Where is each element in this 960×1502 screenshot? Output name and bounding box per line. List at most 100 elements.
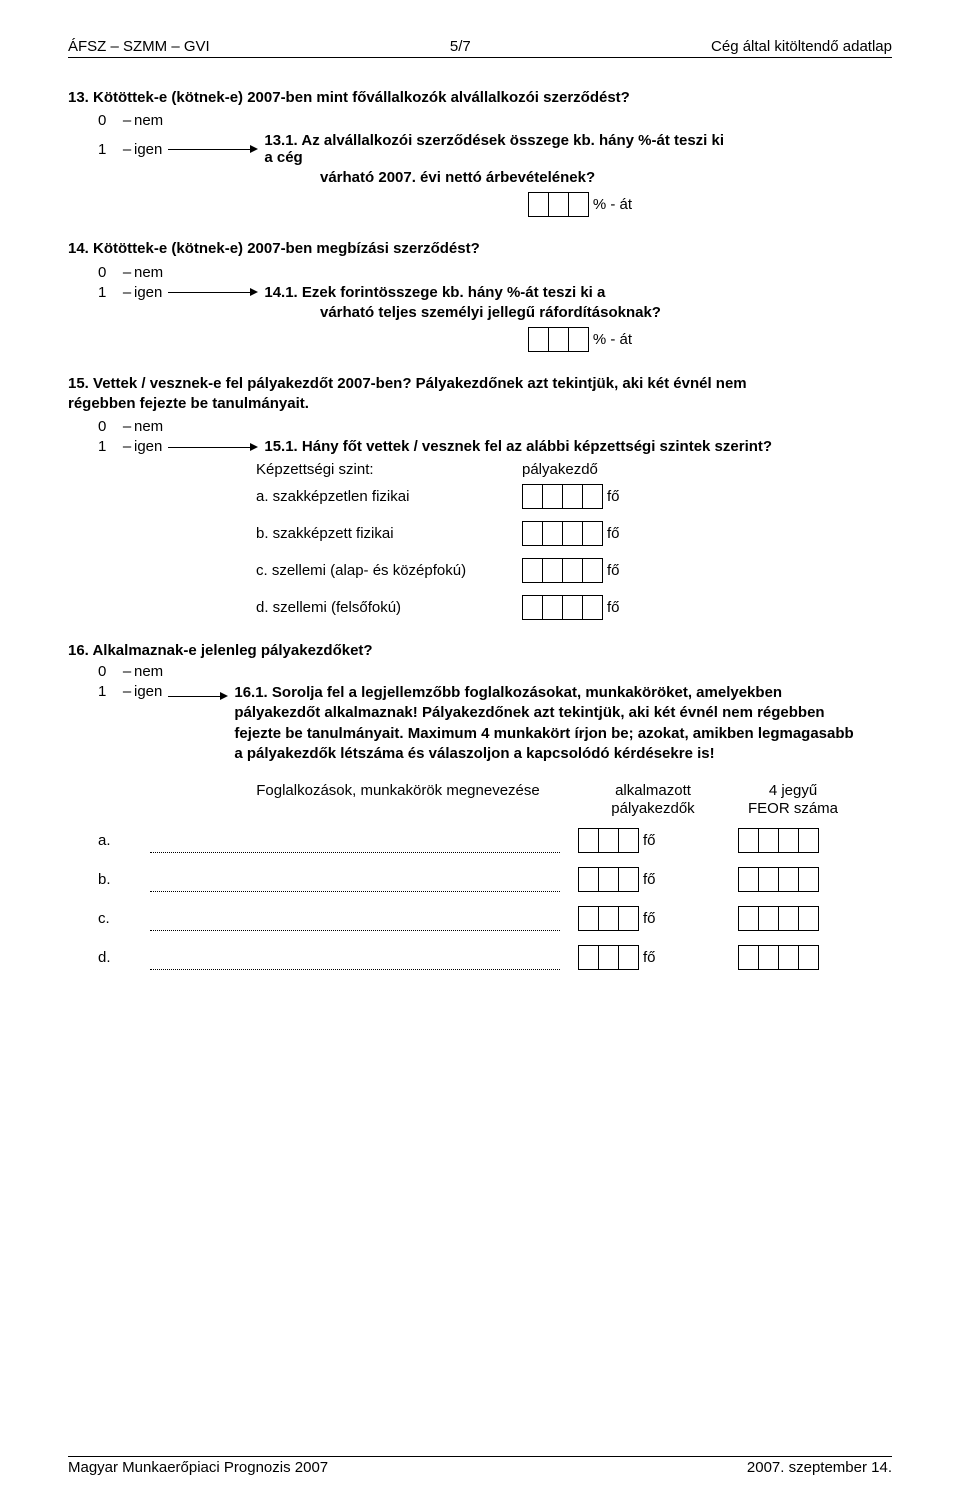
unit: fő — [607, 525, 620, 542]
q15-row-a: a. szakképzetlen fizikai fő — [256, 484, 892, 509]
unit: fő — [643, 910, 656, 927]
q16-d-feor-input[interactable] — [738, 945, 819, 970]
opt-label: nem — [134, 663, 163, 680]
question-15: 15. Vettek / vesznek-e fel pályakezdőt 2… — [68, 374, 892, 621]
q16-row-b: b. fő — [98, 867, 892, 892]
arrow-right-icon — [168, 691, 228, 701]
col-emp-l2: pályakezdők — [611, 800, 694, 817]
q15-col-skill: Képzettségi szint: — [256, 461, 522, 478]
header-center: 5/7 — [450, 38, 471, 55]
header-rule — [68, 57, 892, 58]
opt-label: igen — [134, 141, 162, 158]
unit: fő — [607, 599, 620, 616]
q16-c-count-input[interactable] — [578, 906, 639, 931]
q16-b-count-input[interactable] — [578, 867, 639, 892]
q15-title: 15. Vettek / vesznek-e fel pályakezdőt 2… — [68, 374, 788, 415]
q16-a-feor-input[interactable] — [738, 828, 819, 853]
q16-a-name-input[interactable] — [150, 830, 560, 853]
question-14: 14. Kötöttek-e (kötnek-e) 2007-ben megbí… — [68, 239, 892, 351]
page: ÁFSZ – SZMM – GVI 5/7 Cég által kitölten… — [0, 0, 960, 1502]
q15-skill-table: Képzettségi szint: pályakezdő a. szakkép… — [256, 461, 892, 620]
opt-code: 0 — [98, 663, 120, 680]
subq-text: Ezek forintösszege kb. hány %-át teszi k… — [302, 284, 605, 301]
subq-num: 13.1. — [264, 132, 297, 149]
unit: fő — [607, 488, 620, 505]
q14-sub-line2: várható teljes személyi jellegű ráfordít… — [320, 304, 780, 321]
q16-d-count-input[interactable] — [578, 945, 639, 970]
page-header: ÁFSZ – SZMM – GVI 5/7 Cég által kitölten… — [68, 38, 892, 57]
q15-d-input[interactable] — [522, 595, 603, 620]
q16-row-d: d. fő — [98, 945, 892, 970]
q13-percent-input[interactable] — [528, 192, 589, 217]
q16-row-c: c. fő — [98, 906, 892, 931]
dash: – — [120, 112, 134, 129]
q15-option-1[interactable]: 1 – igen 15.1. Hány főt vettek / vesznek… — [98, 438, 892, 455]
opt-label: igen — [134, 284, 162, 301]
q15-c-input[interactable] — [522, 558, 603, 583]
skill-label: d. szellemi (felsőfokú) — [256, 599, 522, 616]
opt-label: nem — [134, 418, 163, 435]
q14-option-1[interactable]: 1 – igen 14.1. Ezek forintösszege kb. há… — [98, 284, 892, 301]
q14-title: 14. Kötöttek-e (kötnek-e) 2007-ben megbí… — [68, 239, 892, 259]
q15-option-0[interactable]: 0 – nem — [98, 418, 892, 435]
arrow-right-icon — [168, 287, 258, 297]
opt-code: 0 — [98, 418, 120, 435]
q15-row-c: c. szellemi (alap- és középfokú) fő — [256, 558, 892, 583]
q16-c-name-input[interactable] — [150, 908, 560, 931]
opt-label: nem — [134, 264, 163, 281]
subq-text: Sorolja fel a legjellemzőbb foglalkozáso… — [234, 684, 853, 762]
q16-title: 16. Alkalmaznak-e jelenleg pályakezdőket… — [68, 642, 892, 659]
q13-sub-line2: várható 2007. évi nettó árbevételének? — [320, 169, 780, 186]
opt-code: 0 — [98, 264, 120, 281]
q15-col-head: pályakezdő — [522, 461, 662, 478]
subq-num: 16.1. — [234, 684, 267, 701]
header-right: Cég által kitöltendő adatlap — [711, 38, 892, 55]
q15-row-d: d. szellemi (felsőfokú) fő — [256, 595, 892, 620]
q15-sub: 15.1. Hány főt vettek / vesznek fel az a… — [264, 438, 772, 455]
q16-c-feor-input[interactable] — [738, 906, 819, 931]
q16-col-name: Foglalkozások, munkakörök megnevezése — [218, 782, 578, 818]
row-letter: c. — [98, 910, 150, 931]
q13-percent-suffix: % - át — [593, 196, 632, 213]
unit: fő — [643, 949, 656, 966]
subq-num: 14.1. — [264, 284, 297, 301]
q14-percent-input[interactable] — [528, 327, 589, 352]
footer-left: Magyar Munkaerőpiaci Prognozis 2007 — [68, 1459, 328, 1476]
q16-b-feor-input[interactable] — [738, 867, 819, 892]
skill-label: a. szakképzetlen fizikai — [256, 488, 522, 505]
page-footer: Magyar Munkaerőpiaci Prognozis 2007 2007… — [68, 1456, 892, 1476]
dash: – — [120, 663, 134, 680]
unit: fő — [643, 832, 656, 849]
q16-col-feor: 4 jegyű FEOR száma — [728, 782, 858, 818]
q16-table: Foglalkozások, munkakörök megnevezése al… — [98, 782, 892, 970]
question-13: 13. Kötöttek-e (kötnek-e) 2007-ben mint … — [68, 88, 892, 217]
dash: – — [120, 683, 134, 700]
dash: – — [120, 264, 134, 281]
row-letter: a. — [98, 832, 150, 853]
q16-sub: 16.1. Sorolja fel a legjellemzőbb foglal… — [234, 683, 854, 764]
opt-label: igen — [134, 683, 162, 700]
opt-code: 0 — [98, 112, 120, 129]
arrow-right-icon — [168, 144, 258, 154]
dash: – — [120, 141, 134, 158]
q15-b-input[interactable] — [522, 521, 603, 546]
row-letter: b. — [98, 871, 150, 892]
subq-text: Az alvállalkozói szerződések összege kb.… — [264, 132, 724, 166]
q16-a-count-input[interactable] — [578, 828, 639, 853]
q13-option-0[interactable]: 0 – nem — [98, 112, 892, 129]
skill-label: b. szakképzett fizikai — [256, 525, 522, 542]
q16-option-0[interactable]: 0 – nem — [98, 663, 892, 680]
dash: – — [120, 284, 134, 301]
q16-option-1[interactable]: 1 – igen 16.1. Sorolja fel a legjellemző… — [98, 683, 892, 764]
q16-col-emp: alkalmazott pályakezdők — [578, 782, 728, 818]
q15-a-input[interactable] — [522, 484, 603, 509]
q16-b-name-input[interactable] — [150, 869, 560, 892]
dash: – — [120, 438, 134, 455]
q16-d-name-input[interactable] — [150, 947, 560, 970]
q14-option-0[interactable]: 0 – nem — [98, 264, 892, 281]
q13-option-1[interactable]: 1 – igen 13.1. Az alvállalkozói szerződé… — [98, 132, 892, 166]
subq-num: 15.1. — [264, 438, 297, 455]
question-16: 16. Alkalmaznak-e jelenleg pályakezdőket… — [68, 642, 892, 970]
col-feor-l1: 4 jegyű — [769, 782, 817, 799]
q14-sub: 14.1. Ezek forintösszege kb. hány %-át t… — [264, 284, 605, 301]
